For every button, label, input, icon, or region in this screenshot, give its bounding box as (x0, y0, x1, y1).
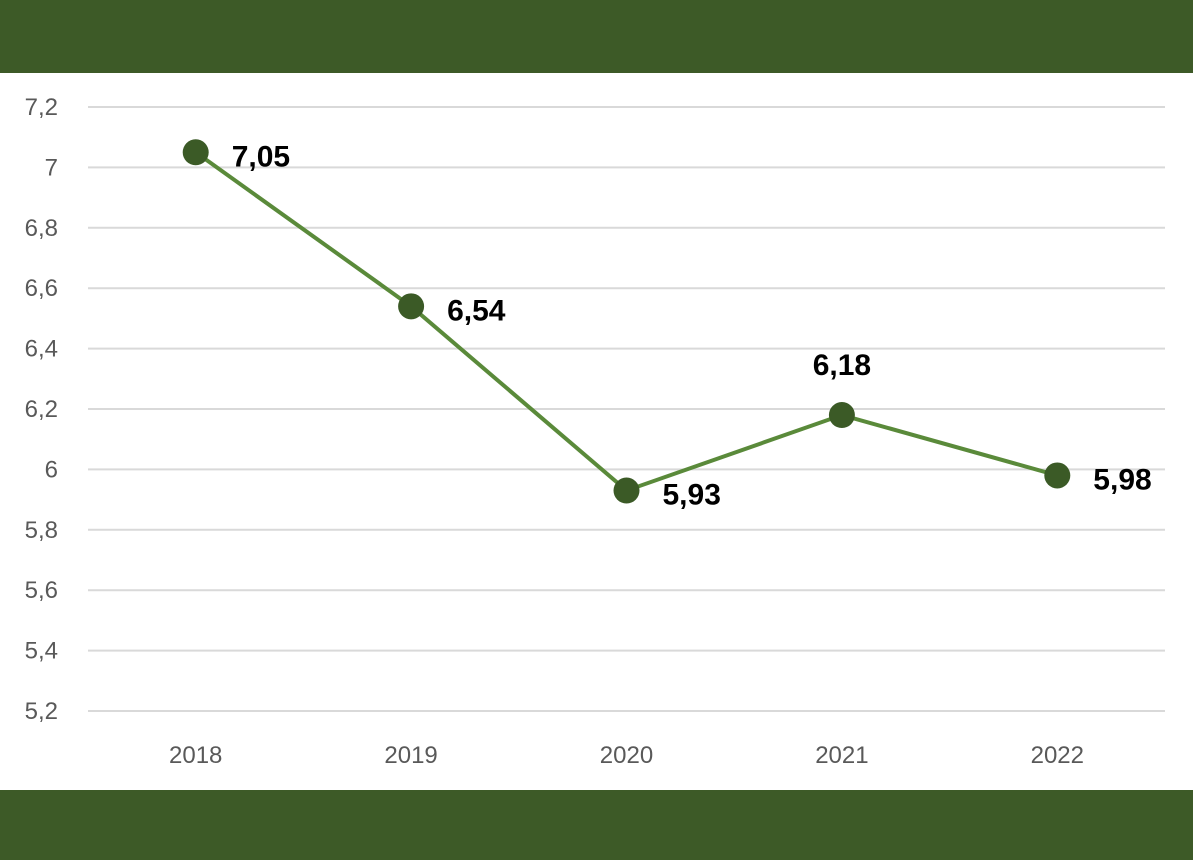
data-label: 6,18 (813, 349, 871, 382)
y-tick-label: 6,8 (25, 215, 58, 242)
data-label: 5,98 (1093, 463, 1151, 496)
data-label: 6,54 (447, 294, 506, 327)
x-tick-label: 2020 (600, 742, 653, 769)
y-tick-label: 5,2 (25, 698, 58, 725)
data-point (182, 139, 209, 166)
data-point (398, 293, 425, 320)
bottom-banner (0, 790, 1193, 860)
y-tick-label: 6,2 (25, 396, 58, 423)
y-tick-label: 7 (45, 154, 58, 181)
y-tick-label: 5,4 (25, 638, 58, 665)
data-point (828, 402, 855, 429)
y-tick-label: 5,8 (25, 517, 58, 544)
y-tick-label: 6,6 (25, 275, 58, 302)
y-tick-label: 5,6 (25, 577, 58, 604)
top-banner (0, 0, 1193, 73)
x-tick-label: 2019 (384, 742, 437, 769)
data-label: 5,93 (663, 479, 721, 512)
series-line (194, 150, 1058, 493)
data-label: 7,05 (232, 140, 290, 173)
data-point (613, 477, 640, 504)
x-tick-label: 2022 (1031, 742, 1084, 769)
data-point (1044, 462, 1071, 489)
y-tick-label: 6,4 (25, 336, 58, 363)
y-tick-label: 6 (45, 456, 58, 483)
x-tick-label: 2018 (169, 742, 222, 769)
y-tick-label: 7,2 (25, 94, 58, 121)
x-tick-label: 2021 (815, 742, 868, 769)
